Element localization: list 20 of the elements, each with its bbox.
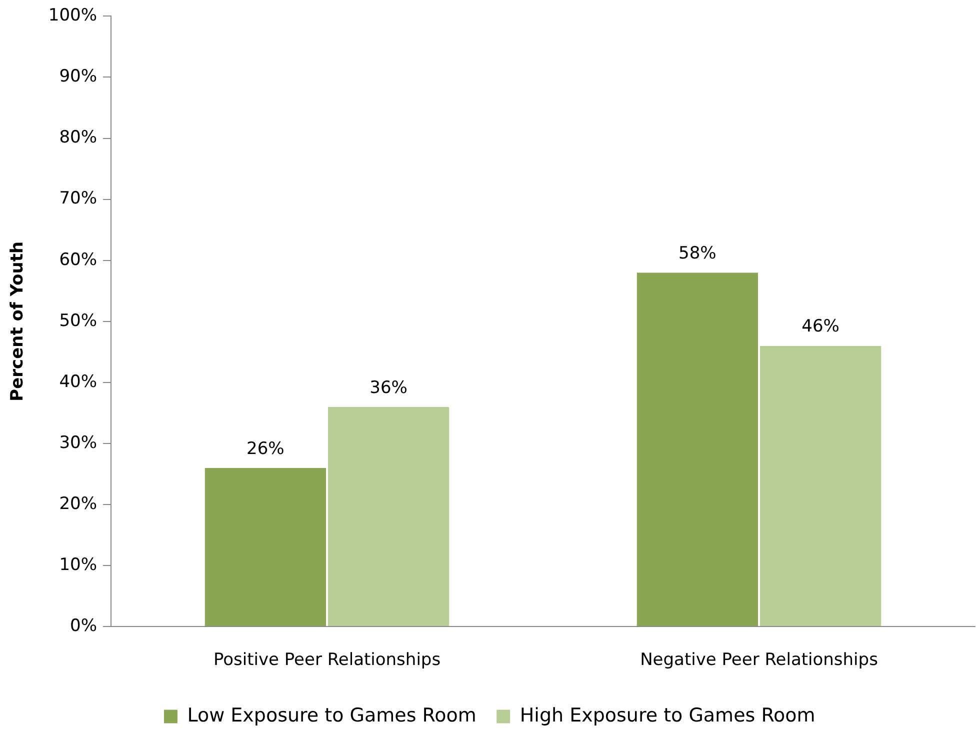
x-tick-label: Positive Peer Relationships xyxy=(213,650,441,670)
y-tick-label: 50% xyxy=(59,310,97,331)
y-axis-title: Percent of Youth xyxy=(8,241,28,402)
y-tick-label: 0% xyxy=(70,616,97,636)
y-tick-label: 30% xyxy=(59,432,97,453)
x-tick-label: Negative Peer Relationships xyxy=(640,650,878,670)
y-tick-label: 40% xyxy=(59,372,97,392)
y-tick-label: 20% xyxy=(59,494,97,514)
y-tick-label: 90% xyxy=(59,66,97,87)
text: 36% xyxy=(370,378,408,398)
text: 26% xyxy=(246,438,284,459)
y-tick-label: 70% xyxy=(59,188,97,209)
legend-label: High Exposure to Games Room xyxy=(520,704,816,726)
legend-label: Low Exposure to Games Room xyxy=(187,704,476,726)
y-tick-label: 100% xyxy=(48,6,97,26)
y-tick-label: 10% xyxy=(59,554,97,575)
text: 58% xyxy=(678,243,716,264)
text: 46% xyxy=(802,316,840,337)
y-tick-label: 60% xyxy=(59,250,97,270)
y-tick-label: 80% xyxy=(59,128,97,148)
